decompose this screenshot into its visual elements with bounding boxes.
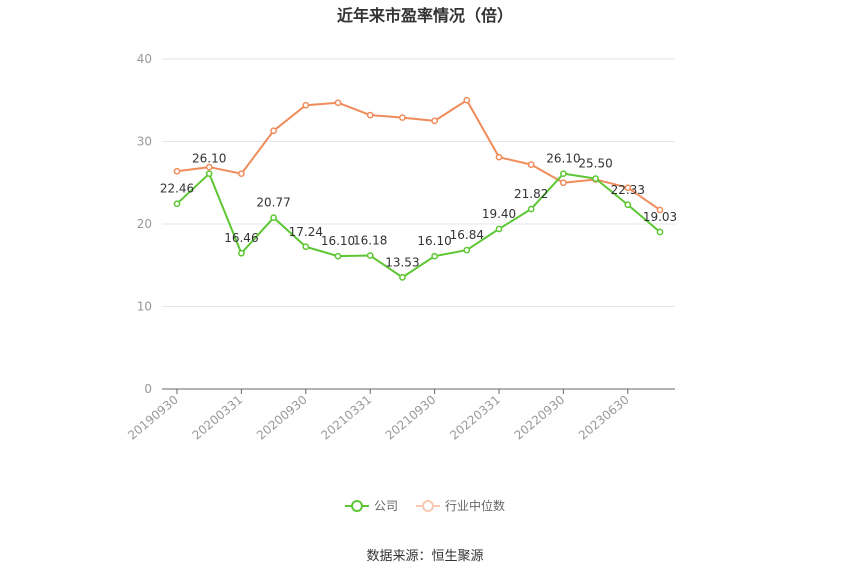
data-point-company (624, 201, 632, 209)
data-label: 13.53 (385, 255, 419, 269)
x-tick-label: 20230630 (576, 393, 632, 443)
x-tick-label: 20200930 (254, 393, 310, 443)
data-point-industry (624, 184, 632, 192)
y-tick-label: 0 (144, 382, 152, 396)
x-tick-label: 20210930 (383, 393, 439, 443)
data-label: 16.18 (353, 234, 387, 248)
data-label: 19.03 (643, 210, 677, 224)
data-point-company (270, 214, 277, 221)
data-label: 21.82 (514, 187, 548, 201)
data-label: 16.46 (224, 231, 258, 245)
data-point-company (302, 243, 310, 251)
legend: 公司 行业中位数 (0, 497, 850, 514)
data-point-industry (399, 114, 406, 121)
data-point-company (334, 252, 342, 260)
legend-company-label: 公司 (373, 499, 398, 513)
data-point-industry (527, 161, 535, 168)
data-point-industry (656, 206, 664, 214)
series-line-industry (176, 99, 661, 211)
data-label: 22.33 (611, 183, 645, 197)
chart-title: 近年来市盈率情况（倍） (336, 6, 513, 25)
data-point-company (527, 205, 535, 213)
y-tick-label: 10 (137, 300, 152, 314)
data-point-industry (205, 163, 213, 171)
legend-item-company[interactable]: 公司 (344, 497, 398, 514)
x-tick-label: 20220930 (512, 393, 568, 443)
data-label: 20.77 (256, 196, 290, 210)
legend-item-industry[interactable]: 行业中位数 (416, 497, 505, 514)
y-tick-label: 40 (137, 52, 152, 66)
data-point-company (592, 175, 599, 182)
data-label: 26.10 (546, 152, 580, 166)
y-tick-label: 20 (137, 217, 152, 231)
data-point-industry (463, 96, 471, 104)
data-label: 22.46 (160, 182, 194, 196)
data-point-industry (238, 170, 245, 178)
data-point-company (399, 274, 406, 281)
series-line-company (176, 172, 661, 279)
data-label: 16.10 (417, 234, 451, 248)
data-point-industry (302, 101, 310, 109)
x-tick-label: 20190930 (125, 393, 181, 443)
data-point-company (366, 252, 374, 259)
data-point-company (238, 249, 245, 257)
data-point-company (560, 170, 567, 178)
legend-industry-icon (416, 499, 440, 513)
data-point-company (463, 246, 471, 254)
legend-industry-label: 行业中位数 (445, 499, 506, 513)
data-label: 17.24 (289, 225, 323, 239)
data-point-company (495, 225, 503, 233)
data-point-industry (431, 117, 438, 125)
x-tick-label: 20200331 (190, 393, 246, 443)
data-point-industry (270, 127, 277, 135)
data-source: 数据来源：恒生聚源 (366, 549, 484, 564)
legend-company-icon (344, 499, 369, 513)
data-point-company (656, 228, 664, 236)
y-tick-label: 30 (137, 135, 152, 149)
data-label: 26.10 (192, 152, 226, 166)
data-label: 19.40 (482, 207, 516, 221)
data-point-company (205, 170, 213, 178)
data-point-company (173, 200, 181, 208)
x-tick-label: 20210331 (318, 393, 374, 443)
data-label: 16.10 (321, 234, 355, 248)
data-point-industry (366, 111, 374, 119)
x-tick-label: 20220331 (447, 393, 503, 443)
data-point-company (431, 252, 438, 260)
data-label: 16.84 (450, 228, 484, 242)
data-point-industry (173, 167, 181, 175)
data-point-industry (495, 153, 503, 161)
data-label: 25.50 (578, 157, 612, 171)
data-point-industry (560, 179, 567, 187)
data-point-industry (334, 99, 342, 107)
